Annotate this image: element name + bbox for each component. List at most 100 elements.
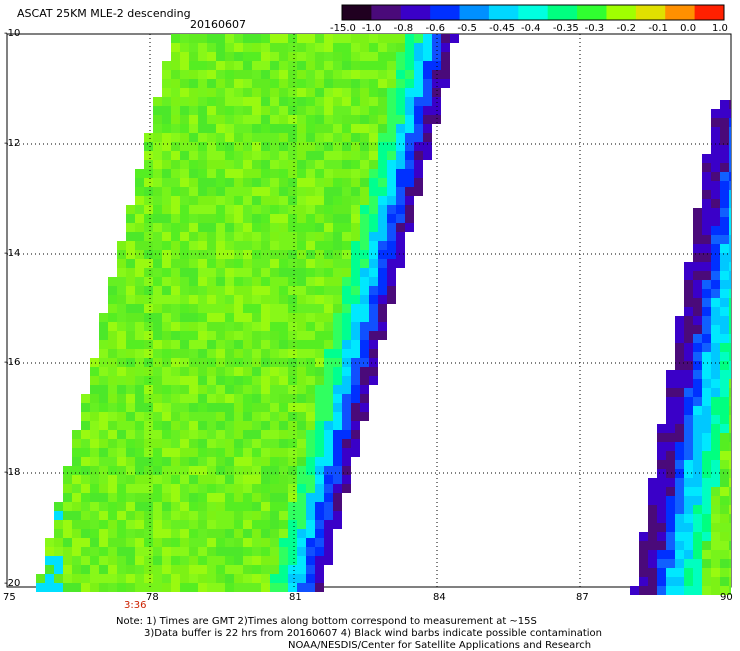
swath-pixel	[207, 484, 216, 493]
swath-pixel	[207, 151, 216, 160]
swath-pixel	[225, 169, 234, 178]
swath-pixel	[243, 259, 252, 268]
swath-pixel	[162, 547, 171, 556]
swath-pixel	[234, 61, 243, 70]
swath-pixel	[162, 241, 171, 250]
swath-pixel	[162, 340, 171, 349]
swath-pixel	[333, 205, 342, 214]
swath-pixel	[279, 538, 288, 547]
swath-pixel	[252, 295, 261, 304]
swath-pixel	[720, 550, 729, 559]
swath-pixel	[324, 556, 333, 565]
swath-pixel	[207, 313, 216, 322]
swath-pixel	[414, 106, 423, 115]
swath-pixel	[342, 349, 351, 358]
swath-pixel	[324, 133, 333, 142]
swath-pixel	[243, 61, 252, 70]
swath-pixel	[180, 331, 189, 340]
swath-pixel	[711, 478, 720, 487]
swath-pixel	[144, 574, 153, 583]
swath-pixel	[288, 277, 297, 286]
swath-pixel	[702, 235, 711, 244]
swath-pixel	[72, 556, 81, 565]
swath-pixel	[261, 394, 270, 403]
y-tick-label: -20	[4, 578, 21, 589]
swath-pixel	[198, 448, 207, 457]
swath-pixel	[189, 232, 198, 241]
swath-pixel	[351, 79, 360, 88]
swath-pixel	[315, 412, 324, 421]
swath-pixel	[324, 250, 333, 259]
swath-pixel	[171, 61, 180, 70]
swath-pixel	[369, 43, 378, 52]
swath-pixel	[216, 277, 225, 286]
swath-pixel	[396, 97, 405, 106]
swath-pixel	[162, 97, 171, 106]
swath-pixel	[162, 169, 171, 178]
swath-pixel	[153, 97, 162, 106]
swath-pixel	[351, 43, 360, 52]
swath-pixel	[144, 232, 153, 241]
swath-pixel	[288, 214, 297, 223]
swath-pixel	[189, 385, 198, 394]
swath-pixel	[234, 439, 243, 448]
swath-pixel	[324, 340, 333, 349]
swath-pixel	[153, 115, 162, 124]
swath-pixel	[72, 457, 81, 466]
swath-pixel	[297, 385, 306, 394]
swath-pixel	[306, 106, 315, 115]
swath-pixel	[693, 478, 702, 487]
swath-pixel	[198, 439, 207, 448]
swath-pixel	[162, 484, 171, 493]
swath-pixel	[333, 484, 342, 493]
swath-pixel	[342, 142, 351, 151]
swath-pixel	[279, 421, 288, 430]
swath-pixel	[270, 34, 279, 43]
swath-pixel	[261, 268, 270, 277]
swath-pixel	[360, 115, 369, 124]
swath-pixel	[261, 241, 270, 250]
swath-pixel	[279, 70, 288, 79]
swath-pixel	[369, 259, 378, 268]
swath-pixel	[234, 34, 243, 43]
swath-pixel	[225, 430, 234, 439]
swath-pixel	[342, 241, 351, 250]
swath-pixel	[711, 262, 720, 271]
swath-pixel	[261, 358, 270, 367]
swath-pixel	[441, 61, 450, 70]
swath-pixel	[252, 88, 261, 97]
swath-pixel	[711, 325, 720, 334]
swath-pixel	[189, 511, 198, 520]
swath-pixel	[162, 493, 171, 502]
swath-pixel	[135, 529, 144, 538]
swath-pixel	[198, 574, 207, 583]
swath-pixel	[315, 574, 324, 583]
swath-pixel	[297, 232, 306, 241]
swath-pixel	[351, 340, 360, 349]
swath-pixel	[189, 268, 198, 277]
swath-pixel	[387, 241, 396, 250]
swath-pixel	[126, 340, 135, 349]
swath-pixel	[117, 250, 126, 259]
swath-pixel	[108, 466, 117, 475]
swath-pixel	[189, 331, 198, 340]
swath-pixel	[306, 574, 315, 583]
swath-pixel	[270, 394, 279, 403]
swath-pixel	[216, 52, 225, 61]
swath-pixel	[252, 52, 261, 61]
swath-pixel	[225, 403, 234, 412]
swath-pixel	[198, 133, 207, 142]
swath-pixel	[288, 79, 297, 88]
swath-pixel	[243, 70, 252, 79]
swath-pixel	[180, 205, 189, 214]
swath-pixel	[693, 217, 702, 226]
swath-pixel	[180, 556, 189, 565]
swath-pixel	[324, 484, 333, 493]
swath-pixel	[243, 547, 252, 556]
swath-pixel	[189, 214, 198, 223]
swath-pixel	[288, 232, 297, 241]
swath-pixel	[288, 367, 297, 376]
swath-pixel	[711, 388, 720, 397]
colorbar-label: -1.0	[361, 23, 382, 34]
swath-pixel	[180, 286, 189, 295]
